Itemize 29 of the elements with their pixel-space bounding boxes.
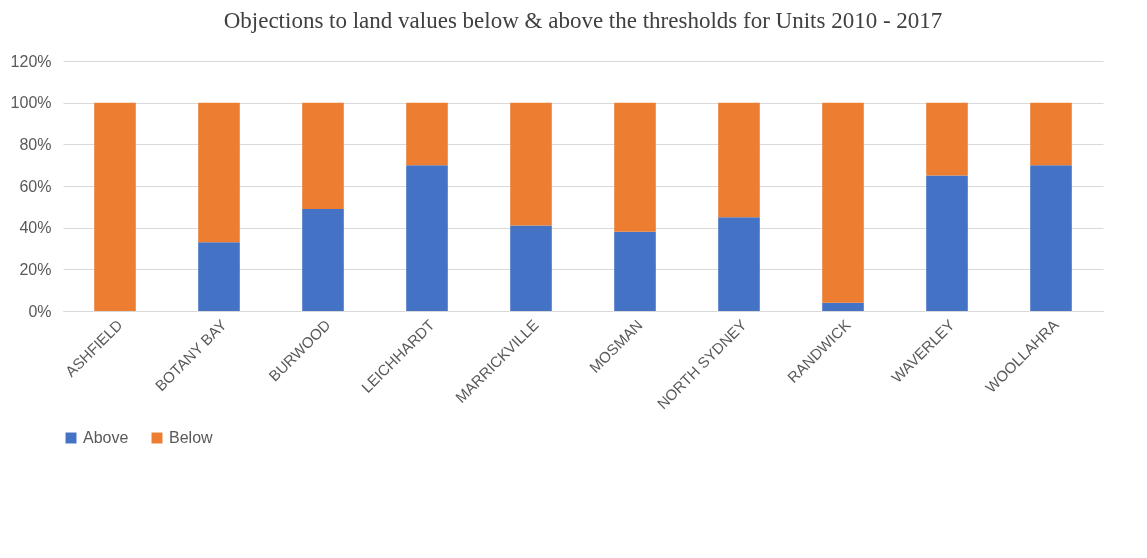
bar: [406, 102, 448, 166]
bar: [926, 102, 968, 176]
y-tick-label: 120%: [10, 52, 52, 70]
legend-label: Above: [83, 429, 129, 446]
bar: [302, 102, 344, 209]
y-tick-label: 0%: [28, 302, 52, 320]
bar: [510, 102, 552, 226]
bar: [718, 102, 760, 218]
bar: [302, 208, 344, 311]
y-tick-label: 60%: [19, 177, 52, 195]
bar: [198, 242, 240, 311]
bar: [510, 225, 552, 311]
y-tick-label: 80%: [19, 135, 52, 153]
bar: [198, 102, 240, 243]
bar: [926, 175, 968, 311]
legend-label: Below: [169, 429, 214, 446]
bar: [822, 102, 864, 303]
y-tick-label: 40%: [19, 219, 52, 237]
bar: [1030, 102, 1072, 166]
bar: [718, 217, 760, 311]
bar: [822, 302, 864, 311]
bar: [614, 231, 656, 311]
bar: [406, 165, 448, 311]
bar: [614, 102, 656, 232]
y-tick-label: 20%: [19, 260, 52, 278]
bar: [94, 102, 136, 311]
chart-title: Objections to land values below & above the thresholds for Units 2010 - 2017: [223, 8, 943, 33]
bar: [1030, 165, 1072, 311]
y-tick-label: 100%: [10, 94, 52, 112]
